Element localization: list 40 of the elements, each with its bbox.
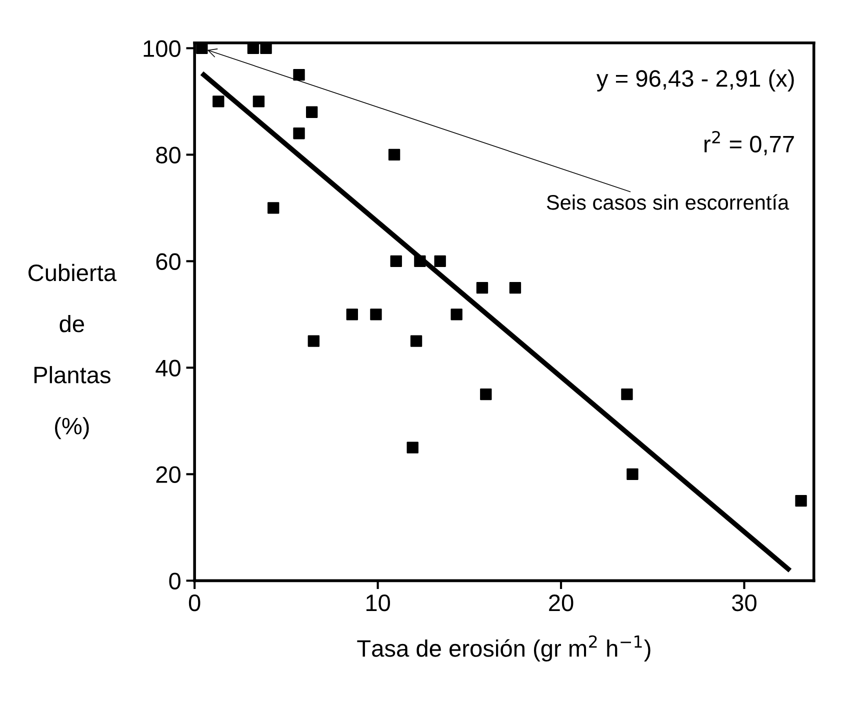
point [306, 106, 318, 118]
y-tick-label: 20 [156, 466, 180, 483]
point [480, 388, 492, 400]
point [509, 282, 522, 294]
point [268, 202, 280, 214]
x-tick-label: 30 [732, 594, 756, 612]
point [247, 42, 260, 54]
x-axis-title: Tasa de erosión (gr m$^{2}$ h$^{−1}$) [357, 635, 650, 662]
point [293, 128, 305, 140]
text: Cubierta de Plantas (%) [28, 264, 117, 440]
point [476, 282, 488, 294]
point [260, 42, 272, 54]
point [450, 308, 462, 320]
y-tick-label: 100 [144, 40, 180, 57]
point [390, 255, 402, 268]
point [308, 335, 320, 347]
point [795, 494, 807, 507]
x-tick-label: 20 [549, 594, 574, 612]
point [370, 308, 382, 320]
y-tick-label: 80 [156, 146, 180, 164]
y-tick-label: 40 [156, 360, 180, 376]
point [388, 148, 400, 161]
annotation: y = 96,43 - 2,91 (x) [596, 70, 794, 92]
point [196, 42, 208, 54]
point [410, 335, 422, 347]
point [346, 308, 358, 320]
annotation: Seis casos sin escorrentía [546, 194, 790, 210]
point [406, 442, 418, 454]
point [293, 68, 305, 81]
x-tick-label: 10 [366, 594, 390, 612]
y-tick-label: 60 [156, 253, 180, 270]
x-tick-label: 0 [188, 594, 200, 612]
point [252, 96, 265, 108]
point [414, 255, 426, 268]
point [212, 96, 224, 108]
point [626, 468, 638, 480]
point [621, 388, 633, 400]
point [434, 255, 446, 268]
y-tick-label: 0 [169, 572, 180, 590]
annotation: r$^{2}$ = 0,77 [704, 130, 794, 156]
